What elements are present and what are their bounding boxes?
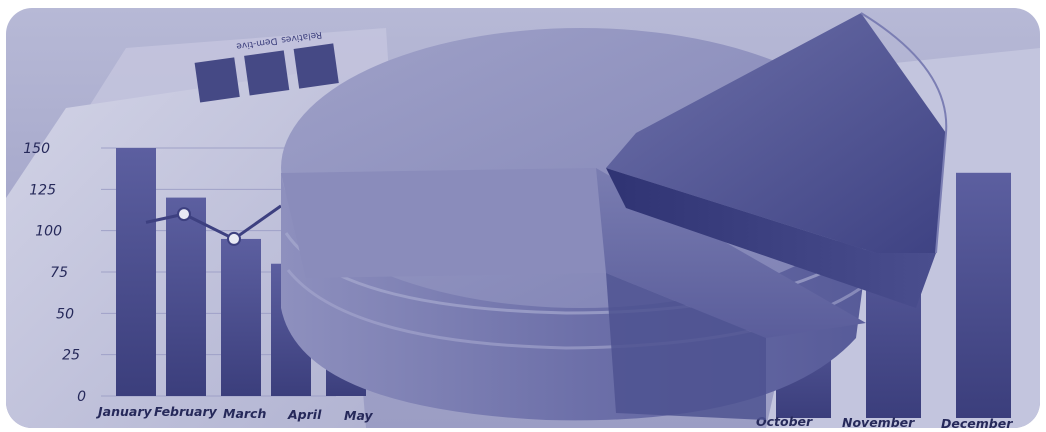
trend-point [227, 231, 241, 246]
pie-wedge-side [606, 168, 936, 308]
bar [116, 148, 156, 396]
legend-bar [244, 50, 290, 96]
x-tick-label: March [223, 406, 266, 421]
background-legend: Dem-tive Relatives [194, 29, 339, 103]
x-tick-label: January [95, 404, 152, 419]
legend-bar [194, 57, 240, 103]
x-tick-label: December [941, 416, 1013, 428]
trend-line-path [145, 204, 282, 241]
y-tick-label: 25 [62, 348, 80, 364]
x-tick-label: May [344, 408, 373, 423]
y-tick-label: 75 [50, 265, 68, 281]
x-tick-label: November [842, 415, 915, 428]
legend-bar [293, 43, 339, 89]
pie-chart-3d [281, 12, 948, 421]
y-axis-tick-labels: 0 25 50 75 100 125 150 [23, 141, 86, 405]
y-tick-label: 125 [29, 182, 56, 198]
bar [221, 238, 261, 396]
trend-line [145, 204, 282, 246]
pie-slice-cut-lower [606, 273, 766, 420]
pie-slice-face [281, 168, 606, 278]
pie-wedge-edge [860, 12, 948, 254]
y-tick-label: 0 [77, 389, 86, 405]
photo-frame: Dem-tive Relatives 0 25 50 75 100 125 150 Janu… [6, 8, 1040, 428]
y-tick-label: 150 [23, 141, 50, 157]
x-axis-month-labels: January February March April May October Novem… [95, 404, 1013, 428]
x-tick-label: February [154, 404, 218, 419]
x-tick-label: October [756, 414, 813, 428]
y-tick-label: 100 [35, 224, 62, 240]
pie-wedge [606, 13, 946, 253]
chart-photo-scene: Dem-tive Relatives 0 25 50 75 100 125 150 Janu… [6, 12, 1040, 428]
bar [956, 172, 1011, 418]
trend-point [177, 207, 191, 222]
x-tick-label: April [287, 407, 322, 422]
bar [166, 197, 206, 396]
y-tick-label: 50 [56, 306, 74, 322]
